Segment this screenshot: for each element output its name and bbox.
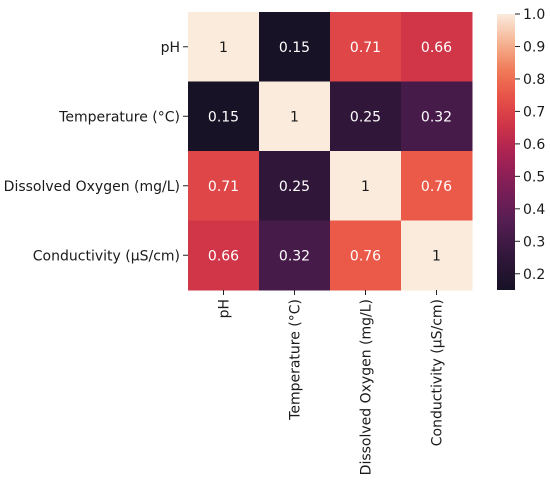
heatmap-cell [330,12,402,82]
heatmap-cell [259,81,331,152]
cell-value-label: 0.15 [279,40,310,56]
cell-value-label: 0.76 [350,248,381,264]
cell-value-label: 0.76 [421,179,452,195]
column-labels: pH Temperature (°C) Dissolved Oxygen (mg/L… [217,290,446,475]
colorbar-tick-label: 0.4 [523,202,545,218]
cell-value-label: 1 [361,179,370,195]
cell-value-label: 0.15 [208,109,239,125]
colorbar-gradient [497,14,515,290]
column-label: Dissolved Oxygen (mg/L) [359,299,375,475]
heatmap-cell [330,81,402,152]
cell-value-label: 0.32 [421,109,452,125]
heatmap-cell [188,220,260,291]
row-label: Temperature (°C) [58,109,180,125]
cell-value-label: 0.32 [279,248,310,264]
colorbar-tick-label: 0.5 [523,169,545,185]
colorbar-tick-label: 0.8 [523,72,545,88]
colorbar-tick-label: 0.6 [523,137,545,153]
column-label: Conductivity (µS/cm) [430,299,446,446]
heatmap-cell [188,81,260,152]
cell-value-label: 0.71 [208,179,239,195]
heatmap-cell [259,12,331,82]
row-labels: pH Temperature (°C) Dissolved Oxygen (mg/L… [4,40,188,264]
heatmap-cell [188,12,260,82]
colorbar-tick-label: 0.2 [523,267,545,283]
column-label: Temperature (°C) [288,299,304,421]
cell-value-label: 0.66 [208,248,239,264]
heatmap-cell [330,151,402,221]
colorbar-tick-label: 1.0 [523,7,545,23]
heatmap-cell [259,220,331,291]
cell-value-label: 0.71 [350,40,381,56]
heatmap-cell [401,151,473,221]
row-label: Dissolved Oxygen (mg/L) [4,179,180,195]
row-label: pH [161,40,180,56]
cell-value-label: 0.66 [421,40,452,56]
colorbar-tick-label: 0.7 [523,104,545,120]
cell-value-label: 0.25 [279,179,310,195]
cell-value-label: 1 [219,40,228,56]
heatmap-cell [259,151,331,221]
cell-value-label: 1 [290,109,299,125]
column-label: pH [217,299,233,318]
heatmap-cell [401,12,473,82]
heatmap-cell [188,151,260,221]
heatmap-cell [330,220,402,291]
colorbar: 0.2 0.3 0.4 0.5 0.6 0.7 0.8 0.9 1.0 [497,7,545,290]
heatmap-cell [401,81,473,152]
cell-value-label: 0.25 [350,109,381,125]
heatmap-cells: 1 0.15 0.71 0.66 0.15 1 0.25 0.32 0.71 0.25 1 0.76 0… [188,12,473,291]
colorbar-tick-label: 0.9 [523,39,545,55]
row-label: Conductivity (µS/cm) [33,248,180,264]
heatmap-cell [401,220,473,291]
colorbar-tick-label: 0.3 [523,234,545,250]
cell-value-label: 1 [432,248,441,264]
